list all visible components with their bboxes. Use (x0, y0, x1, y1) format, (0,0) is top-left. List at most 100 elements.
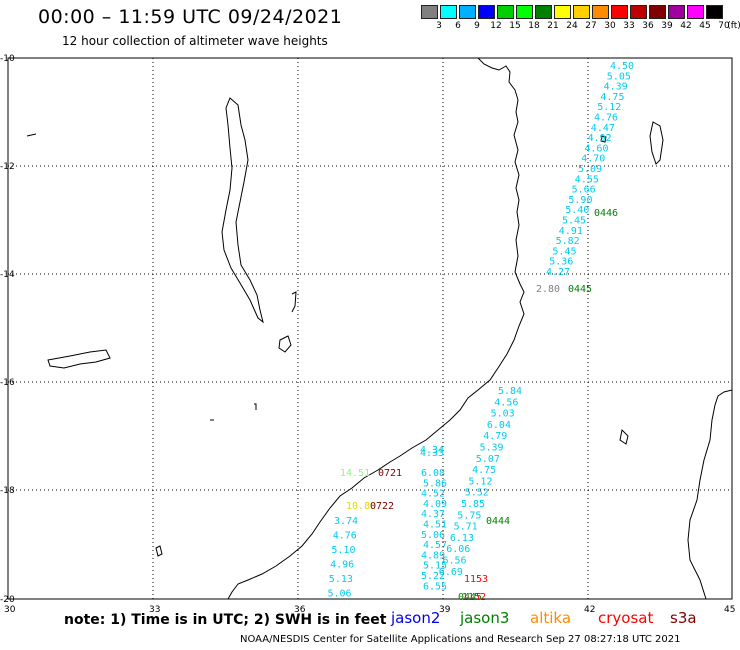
wave-height-label: 4.33 (420, 448, 444, 459)
wave-height-label: 4.75 (472, 465, 496, 476)
scale-swatch (668, 5, 685, 19)
wave-height-label: 5.36 (549, 257, 573, 268)
wave-height-label: 4.52 (421, 489, 445, 500)
longitude-label: 42 (584, 605, 595, 615)
longitude-label: 33 (149, 605, 160, 615)
legend-s3a: s3a (670, 609, 697, 627)
scale-label: 45 (699, 21, 711, 31)
inland-mark-3 (26, 133, 37, 137)
scale-swatch (611, 5, 628, 19)
wave-height-label: 4.47 (591, 123, 615, 134)
wave-height-label: 5.90 (568, 195, 592, 206)
scale-label: 33 (623, 21, 635, 31)
wave-height-label: 5.82 (556, 236, 580, 247)
wave-height-label: 5.75 (457, 510, 481, 521)
wave-height-label: 4.37 (421, 509, 445, 520)
longitude-label: 30 (4, 605, 16, 615)
wave-height-label: 5.12 (468, 476, 492, 487)
wave-height-label: 5.22 (421, 571, 445, 582)
small-lake-2 (155, 545, 163, 557)
scale-label: 39 (661, 21, 673, 31)
scale-swatch (497, 5, 514, 19)
wave-height-label: 4.60 (584, 143, 608, 154)
inland-mark (254, 403, 257, 410)
wave-height-label: 5.66 (572, 185, 596, 196)
scale-label: 27 (585, 21, 597, 31)
wave-height-label: 4.76 (333, 531, 357, 542)
scale-swatch (440, 5, 457, 19)
pass-time-label: 1152 (462, 592, 486, 603)
wave-height-label: 4.75 (600, 92, 624, 103)
scale-label: 36 (642, 21, 654, 31)
longitude-label: 45 (724, 605, 735, 615)
scale-label: 12 (490, 21, 502, 31)
latitude-label: -10 (0, 54, 15, 64)
wave-height-label: 5.84 (498, 386, 522, 397)
wave-height-label: 5.71 (454, 522, 478, 533)
wave-height-label: 5.45 (562, 216, 586, 227)
scale-swatch (554, 5, 571, 19)
wave-height-label: 5.85 (461, 499, 485, 510)
wave-height-label: 4.96 (330, 560, 354, 571)
wave-height-label: 4.57 (423, 540, 447, 551)
wave-height-label: 4.91 (559, 226, 583, 237)
scale-swatch (535, 5, 552, 19)
wave-height-label: 6.55 (423, 581, 447, 592)
footer-note: note: 1) Time is in UTC; 2) SWH is in fe… (64, 612, 387, 628)
river-segment (291, 291, 297, 313)
scale-label: 70 (718, 21, 730, 31)
inland-mark-4 (619, 428, 629, 445)
wave-height-label: 3.74 (334, 516, 358, 527)
scale-swatch (630, 5, 647, 19)
wave-height-label: 6.08 (421, 468, 445, 479)
small-lake (278, 335, 292, 353)
map-subtitle: 12 hour collection of altimeter wave hei… (62, 34, 328, 48)
wave-height-label: 5.10 (331, 545, 355, 556)
axis-labels: 30 33 36 39 42 45 -10 -12 -14 -16 -18 -20 (0, 54, 735, 615)
wave-height-label: 4.09 (423, 499, 447, 510)
wave-height-label: 4.51 (423, 520, 447, 531)
wave-height-label: 5.07 (476, 454, 500, 465)
wave-height-label: 4.55 (575, 174, 599, 185)
wave-height-label: 4.27 (546, 267, 570, 278)
legend-cryosat: cryosat (598, 609, 654, 627)
small-island (600, 135, 607, 143)
scale-swatch (573, 5, 590, 19)
pass-time-label: 0445 (568, 284, 592, 295)
wave-height-label: 4.76 (594, 113, 618, 124)
scale-label: 42 (680, 21, 692, 31)
scale-unit: (ft) (727, 21, 740, 31)
madagascar-coastline (687, 389, 733, 600)
scale-label: 9 (474, 21, 480, 31)
wave-height-label: 5.15 (423, 561, 447, 572)
coastline (26, 57, 733, 600)
scale-swatch (706, 5, 723, 19)
latitude-label: -20 (0, 595, 15, 605)
pass-time-label: 0445 (458, 592, 482, 603)
credit-line: NOAA/NESDIS Center for Satellite Applica… (240, 634, 681, 645)
wave-height-label: 6.56 (443, 556, 467, 567)
scale-swatch (478, 5, 495, 19)
wave-height-label: 5.03 (491, 409, 515, 420)
scale-label: 15 (509, 21, 521, 31)
wave-height-label: 4.50 (610, 61, 634, 72)
scale-swatch (687, 5, 704, 19)
wave-height-label: 5.39 (480, 443, 504, 454)
wave-track-labels: 4.505.054.394.755.124.764.474.924.604.70… (328, 61, 635, 603)
wave-height-label: 5.52 (465, 488, 489, 499)
wave-height-label: 4.79 (483, 431, 507, 442)
longitude-label: 36 (294, 605, 306, 615)
wave-height-label: 10.80 (346, 501, 376, 512)
lat-lon-grid (8, 58, 732, 599)
wave-height-label: 14.51 (340, 468, 370, 479)
legend-jason2: jason2 (391, 609, 441, 627)
wave-height-label: 2.80 (536, 284, 560, 295)
wave-height-label: 6.04 (487, 420, 511, 431)
scale-label: 18 (528, 21, 540, 31)
latitude-label: -18 (0, 486, 15, 496)
wave-height-label: 5.05 (607, 71, 631, 82)
wave-height-label: 4.92 (588, 133, 612, 144)
wave-height-label: 4.34 (420, 445, 444, 456)
pass-time-label: 1153 (464, 574, 488, 585)
